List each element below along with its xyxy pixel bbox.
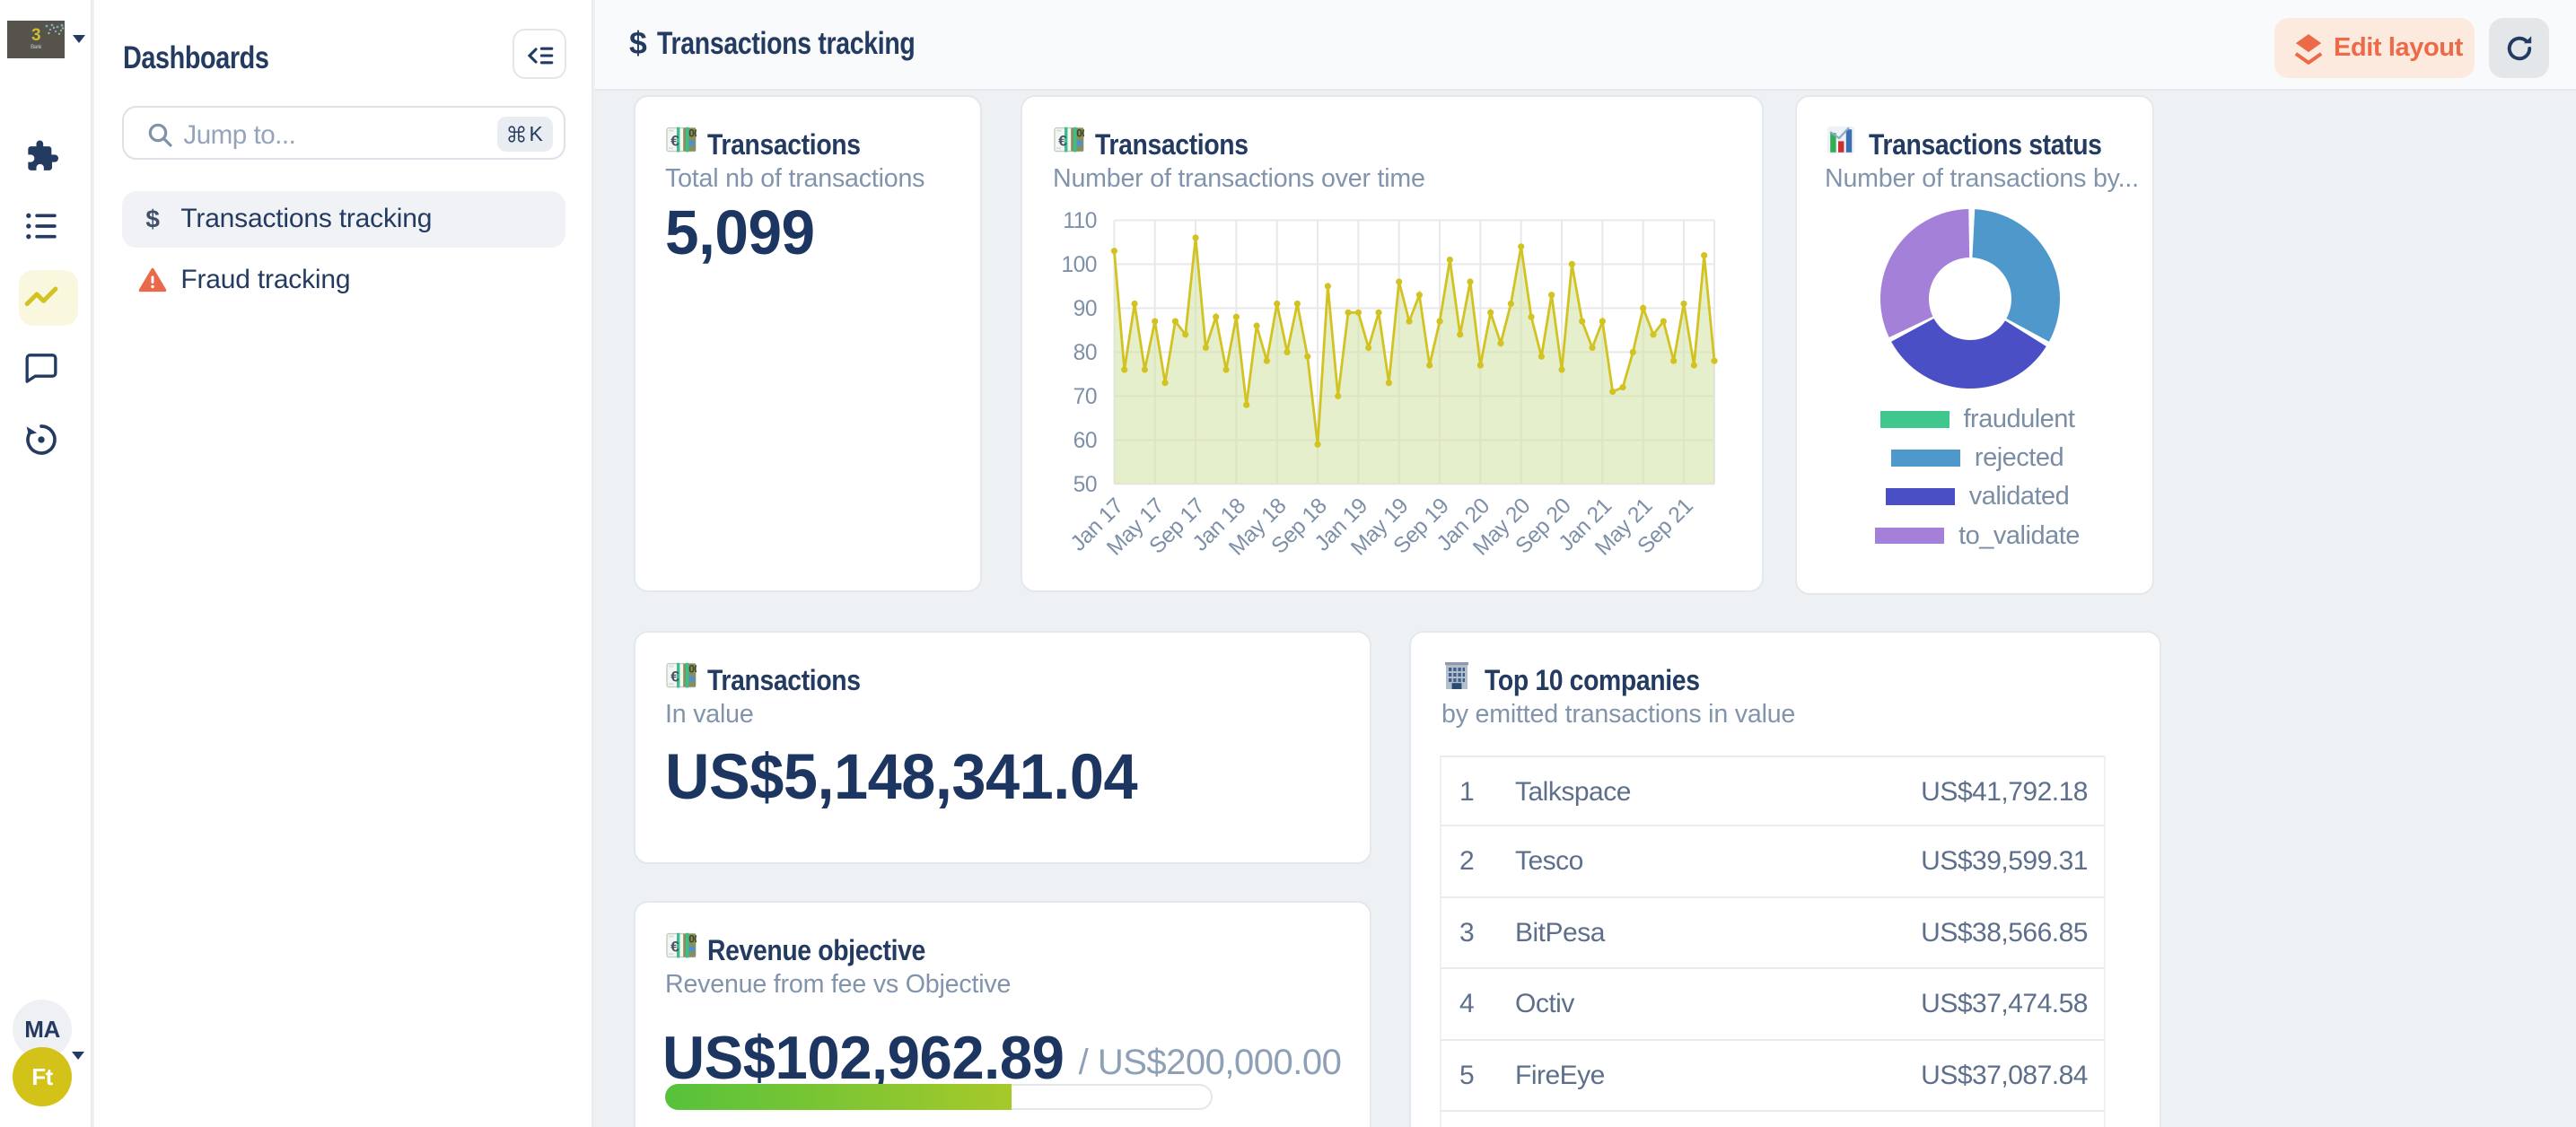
svg-text:80: 80 xyxy=(1073,341,1097,365)
svg-text:60: 60 xyxy=(1073,429,1097,453)
svg-text:110: 110 xyxy=(1063,209,1097,233)
svg-text:90: 90 xyxy=(1073,297,1097,321)
svg-text:$: $ xyxy=(146,205,161,232)
svg-text:50: 50 xyxy=(1073,473,1097,497)
svg-text:70: 70 xyxy=(1073,385,1097,409)
svg-text:100: 100 xyxy=(1061,253,1097,277)
